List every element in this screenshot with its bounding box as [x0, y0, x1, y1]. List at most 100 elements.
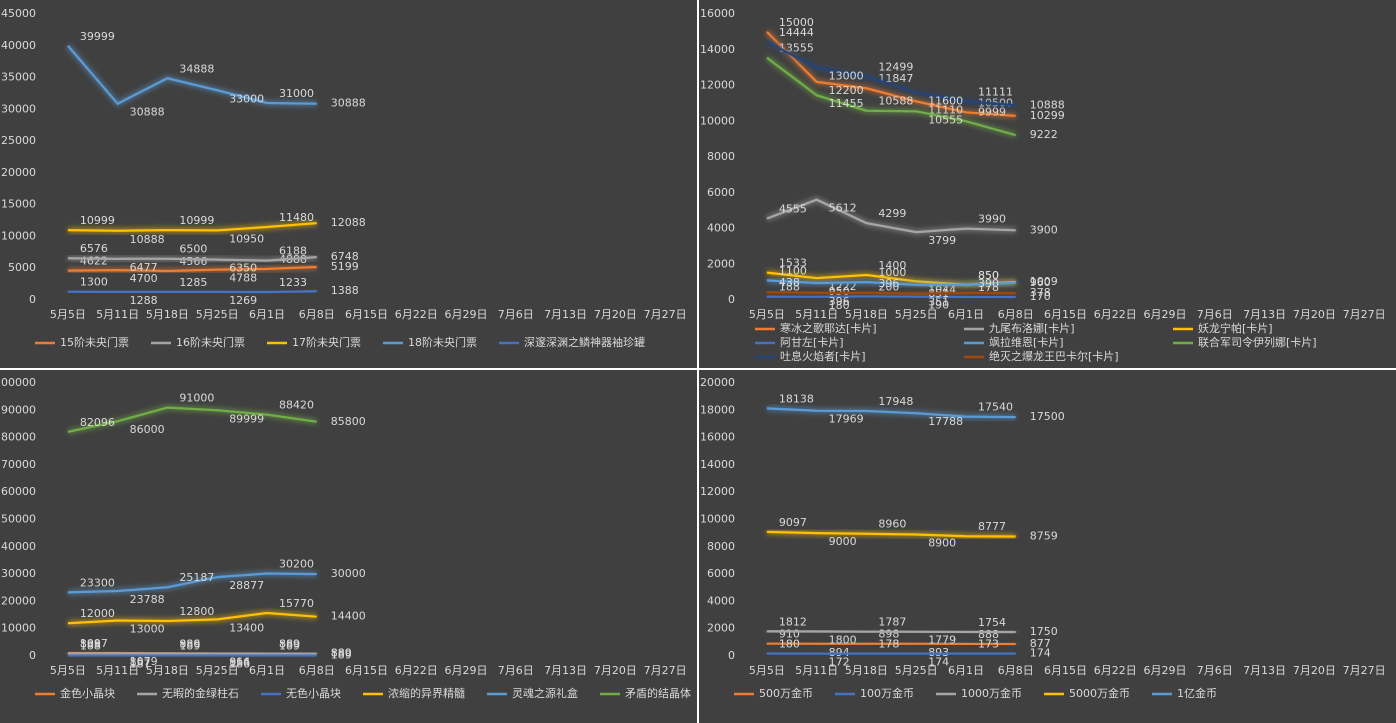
data-label: 8900 [928, 537, 956, 550]
y-tick-label: 2000 [707, 257, 735, 270]
data-label: 190 [928, 299, 949, 312]
chart-panel: 0 10000 20000 30000 40000 50000 60000 70000 8000… [0, 370, 697, 723]
y-tick-label: 40000 [1, 39, 36, 52]
data-label: 10999 [179, 214, 214, 227]
data-label: 172 [829, 656, 850, 669]
x-tick-label: 5月5日 [50, 664, 86, 677]
legend-label: 阿甘左[卡片] [780, 336, 844, 349]
x-tick-label: 7月13日 [544, 308, 587, 321]
y-tick-label: 25000 [1, 134, 36, 147]
data-label: 1097 [80, 637, 108, 650]
data-label: 15770 [279, 597, 314, 610]
data-label: 986 [179, 637, 200, 650]
x-tick-label: 5月5日 [749, 664, 785, 677]
data-label: 1754 [978, 616, 1006, 629]
data-label: 9999 [978, 105, 1006, 118]
data-label: 1285 [179, 276, 207, 289]
data-label: 174 [928, 656, 949, 669]
series-line [766, 56, 1017, 137]
y-tick-label: 5000 [8, 261, 36, 274]
data-label: 12000 [80, 607, 115, 620]
data-label: 187 [130, 657, 151, 670]
x-tick-label: 6月29日 [445, 664, 488, 677]
data-label: 11111 [978, 85, 1013, 98]
data-label: 850 [978, 269, 999, 282]
legend-label: 飒拉维恩[卡片] [989, 335, 1064, 349]
data-label: 13000 [130, 623, 165, 636]
x-tick-label: 7月27日 [1343, 308, 1386, 321]
data-label: 351 [928, 296, 949, 309]
y-tick-label: 60000 [1, 485, 36, 498]
x-tick-label: 7月27日 [1343, 664, 1386, 677]
data-label: 39999 [80, 30, 115, 43]
panel-background [0, 370, 697, 723]
x-tick-label: 6月22日 [1094, 664, 1137, 677]
legend-label: 吐息火焰者[卡片] [780, 349, 866, 363]
series-line [766, 407, 1016, 419]
data-label: 18138 [779, 392, 814, 405]
data-label: 10299 [1030, 109, 1065, 122]
legend-label: 15阶未央门票 [60, 335, 129, 349]
data-label: 86000 [130, 423, 165, 436]
x-tick-label: 7月13日 [544, 664, 587, 677]
legend-label: 深邃深渊之鳞神器袖珍罐 [524, 335, 645, 349]
legend-label: 绝灭之爆龙王巴卡尔[卡片] [989, 349, 1119, 363]
data-label: 8777 [978, 520, 1006, 533]
x-tick-label: 6月22日 [395, 308, 438, 321]
y-tick-label: 10000 [1, 229, 36, 242]
y-tick-label: 35000 [1, 71, 36, 84]
x-tick-label: 5月18日 [146, 308, 189, 321]
data-label: 31000 [279, 87, 314, 100]
x-tick-label: 6月29日 [1144, 308, 1187, 321]
data-label: 174 [1030, 647, 1051, 660]
x-tick-label: 6月1日 [249, 308, 285, 321]
x-tick-label: 7月20日 [1293, 664, 1336, 677]
y-tick-label: 10000 [700, 513, 735, 526]
x-tick-label: 6月22日 [395, 664, 438, 677]
x-tick-label: 7月20日 [594, 664, 637, 677]
data-label: 1000 [878, 266, 906, 279]
series-line [766, 291, 1016, 295]
data-label: 880 [331, 647, 352, 660]
x-tick-label: 7月6日 [1197, 664, 1233, 677]
y-tick-label: 10000 [1, 622, 36, 635]
y-tick-label: 30000 [1, 102, 36, 115]
x-tick-label: 5月11日 [795, 308, 838, 321]
data-label: 4299 [878, 207, 906, 220]
x-tick-label: 7月13日 [1243, 308, 1286, 321]
data-label: 11600 [928, 95, 963, 108]
data-label: 10888 [130, 233, 165, 246]
x-tick-label: 6月8日 [299, 308, 335, 321]
chart-panel: 0 5000 10000 15000 20000 25000 30000 35000 40000… [0, 0, 697, 368]
data-label: 9097 [779, 516, 807, 529]
data-label: 1269 [229, 294, 257, 307]
data-label: 1388 [331, 284, 359, 297]
data-label: 1800 [829, 633, 857, 646]
data-label: 8960 [878, 518, 906, 531]
data-label: 13400 [229, 621, 264, 634]
x-tick-label: 5月25日 [196, 308, 239, 321]
data-label: 1533 [779, 257, 807, 270]
y-tick-label: 12000 [700, 79, 735, 92]
x-tick-label: 5月5日 [749, 308, 785, 321]
y-tick-label: 0 [728, 293, 735, 306]
data-label: 10888 [1030, 98, 1065, 111]
data-label: 85800 [331, 415, 366, 428]
y-tick-label: 20000 [700, 376, 735, 389]
y-tick-label: 70000 [1, 458, 36, 471]
legend-label: 灵魂之源礼盒 [512, 686, 578, 700]
data-label: 888 [80, 638, 101, 651]
data-label: 17540 [978, 401, 1013, 414]
x-tick-label: 7月27日 [644, 664, 687, 677]
data-label: 17788 [928, 415, 963, 428]
data-label: 4555 [779, 203, 807, 216]
y-tick-label: 8000 [707, 150, 735, 163]
data-label: 17969 [829, 413, 864, 426]
y-tick-label: 4000 [707, 222, 735, 235]
x-tick-label: 6月1日 [948, 308, 984, 321]
x-tick-label: 6月8日 [998, 664, 1034, 677]
series-line [766, 279, 1016, 286]
y-tick-label: 12000 [700, 485, 735, 498]
data-label: 378 [1030, 286, 1051, 299]
series-line [766, 40, 1016, 107]
